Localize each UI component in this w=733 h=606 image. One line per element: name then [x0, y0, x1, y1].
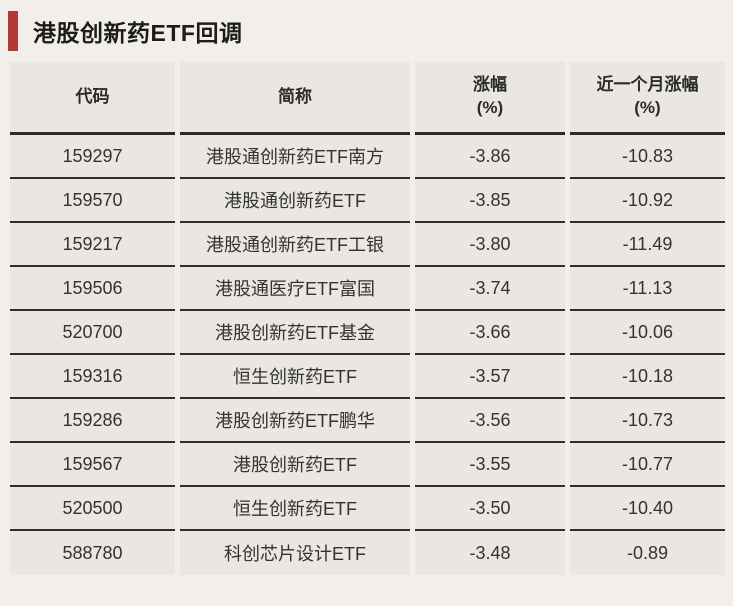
column-header-change: 涨幅 (%) — [415, 62, 565, 135]
cell-code: 159316 — [10, 355, 175, 399]
table-header-row: 代码 简称 涨幅 (%) 近一个月涨幅 (%) — [10, 62, 725, 135]
page-title: 港股创新药ETF回调 — [33, 20, 243, 46]
cell-code: 520700 — [10, 311, 175, 355]
column-header-monthly: 近一个月涨幅 (%) — [570, 62, 725, 135]
table-body: 159297 港股通创新药ETF南方 -3.86 -10.83 159570 港股通创新药… — [10, 135, 725, 575]
cell-code: 159567 — [10, 443, 175, 487]
cell-monthly-change: -10.40 — [570, 487, 725, 531]
cell-change: -3.48 — [415, 531, 565, 575]
page: 港股创新药ETF回调 代码 简称 涨幅 (%) 近一个月涨幅 (%) 15929… — [0, 0, 733, 575]
cell-name: 科创芯片设计ETF — [180, 531, 410, 575]
cell-code: 159286 — [10, 399, 175, 443]
column-header-name: 简称 — [180, 62, 410, 135]
cell-name: 港股创新药ETF鹏华 — [180, 399, 410, 443]
cell-name: 恒生创新药ETF — [180, 355, 410, 399]
cell-code: 159297 — [10, 135, 175, 179]
cell-name: 恒生创新药ETF — [180, 487, 410, 531]
cell-monthly-change: -11.13 — [570, 267, 725, 311]
cell-name: 港股通医疗ETF富国 — [180, 267, 410, 311]
cell-change: -3.50 — [415, 487, 565, 531]
table-row: 588780 科创芯片设计ETF -3.48 -0.89 — [10, 531, 725, 575]
table-row: 520700 港股创新药ETF基金 -3.66 -10.06 — [10, 311, 725, 355]
cell-monthly-change: -0.89 — [570, 531, 725, 575]
title-bar: 港股创新药ETF回调 — [0, 0, 733, 54]
cell-code: 159506 — [10, 267, 175, 311]
cell-code: 159217 — [10, 223, 175, 267]
cell-code: 520500 — [10, 487, 175, 531]
cell-monthly-change: -10.83 — [570, 135, 725, 179]
cell-monthly-change: -10.06 — [570, 311, 725, 355]
cell-code: 159570 — [10, 179, 175, 223]
cell-change: -3.55 — [415, 443, 565, 487]
table-row: 159297 港股通创新药ETF南方 -3.86 -10.83 — [10, 135, 725, 179]
etf-table: 代码 简称 涨幅 (%) 近一个月涨幅 (%) 159297 港股通创新药ETF南… — [5, 62, 730, 575]
table-row: 159217 港股通创新药ETF工银 -3.80 -11.49 — [10, 223, 725, 267]
table-row: 159570 港股通创新药ETF -3.85 -10.92 — [10, 179, 725, 223]
cell-change: -3.74 — [415, 267, 565, 311]
cell-name: 港股通创新药ETF工银 — [180, 223, 410, 267]
cell-change: -3.86 — [415, 135, 565, 179]
table-row: 159506 港股通医疗ETF富国 -3.74 -11.13 — [10, 267, 725, 311]
title-accent-bar — [8, 11, 18, 51]
cell-monthly-change: -11.49 — [570, 223, 725, 267]
cell-name: 港股创新药ETF — [180, 443, 410, 487]
cell-name: 港股通创新药ETF南方 — [180, 135, 410, 179]
cell-change: -3.66 — [415, 311, 565, 355]
cell-monthly-change: -10.92 — [570, 179, 725, 223]
cell-change: -3.85 — [415, 179, 565, 223]
cell-name: 港股通创新药ETF — [180, 179, 410, 223]
table-row: 159316 恒生创新药ETF -3.57 -10.18 — [10, 355, 725, 399]
column-header-code: 代码 — [10, 62, 175, 135]
table-row: 159567 港股创新药ETF -3.55 -10.77 — [10, 443, 725, 487]
cell-monthly-change: -10.73 — [570, 399, 725, 443]
cell-change: -3.57 — [415, 355, 565, 399]
cell-code: 588780 — [10, 531, 175, 575]
table-row: 520500 恒生创新药ETF -3.50 -10.40 — [10, 487, 725, 531]
cell-change: -3.56 — [415, 399, 565, 443]
cell-name: 港股创新药ETF基金 — [180, 311, 410, 355]
cell-change: -3.80 — [415, 223, 565, 267]
cell-monthly-change: -10.18 — [570, 355, 725, 399]
table-row: 159286 港股创新药ETF鹏华 -3.56 -10.73 — [10, 399, 725, 443]
cell-monthly-change: -10.77 — [570, 443, 725, 487]
